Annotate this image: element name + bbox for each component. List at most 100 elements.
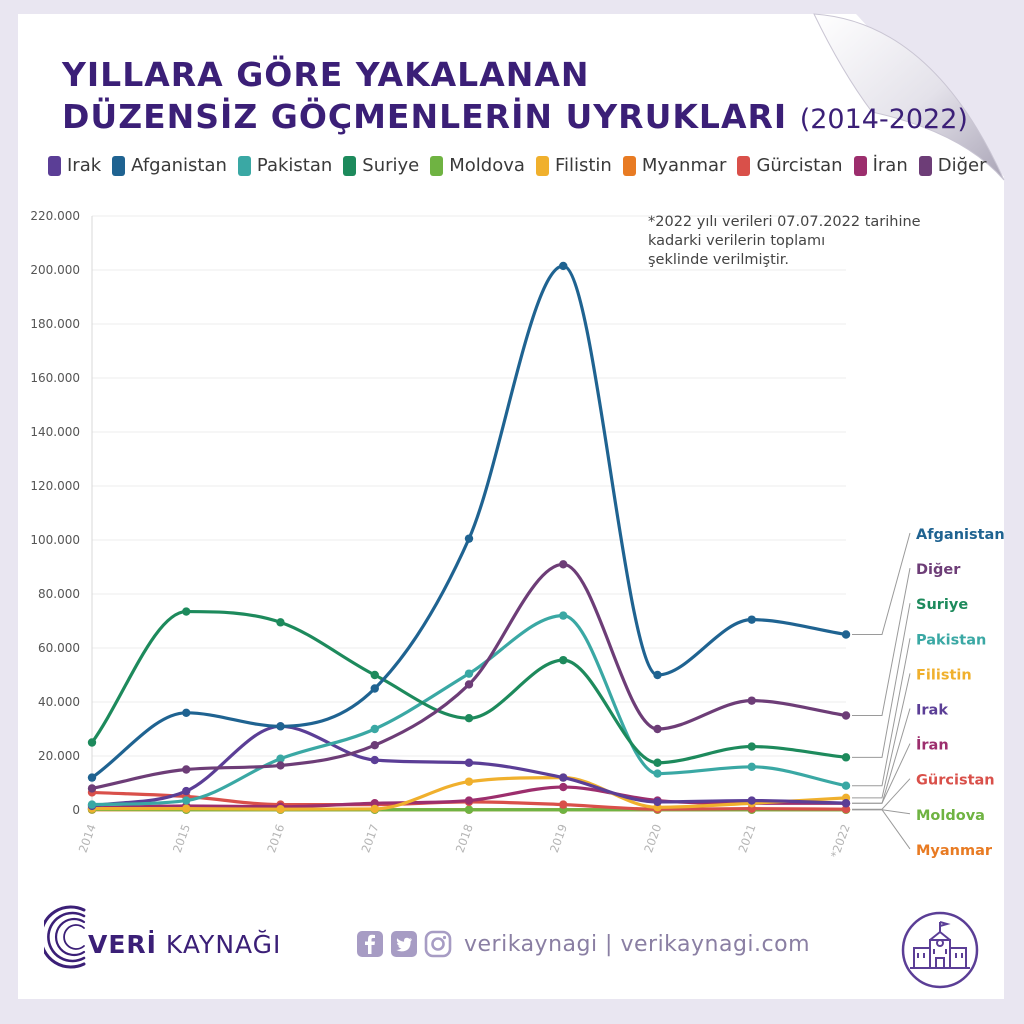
school-building-icon [901, 911, 979, 989]
data-point [653, 758, 662, 767]
y-tick-label: 120.000 [30, 479, 80, 493]
legend-item[interactable]: Gürcistan [737, 155, 843, 176]
legend-label: Myanmar [641, 155, 727, 176]
title-line-1: YILLARA GÖRE YAKALANAN [62, 55, 590, 94]
x-tick-label: 2017 [358, 822, 381, 854]
legend-item[interactable]: Irak [48, 155, 101, 176]
data-point [747, 696, 756, 705]
legend-swatch [853, 155, 867, 176]
x-tick-label: 2020 [641, 822, 664, 854]
series-line [90, 264, 848, 780]
end-label: Filistin [916, 667, 972, 683]
data-point [464, 669, 474, 678]
legend-swatch [237, 155, 251, 176]
data-point [87, 773, 97, 782]
data-point [182, 786, 191, 796]
series-pakistan [87, 611, 851, 809]
data-point [182, 708, 191, 717]
legend-item[interactable]: Pakistan [237, 155, 333, 176]
data-point [464, 680, 474, 689]
data-point [182, 796, 191, 805]
y-tick-label: 160.000 [30, 371, 80, 385]
chart-title: YILLARA GÖRE YAKALANAN DÜZENSİZ GÖÇMENLE… [62, 54, 968, 141]
title-line-2: DÜZENSİZ GÖÇMENLERİN UYRUKLARI [62, 97, 788, 136]
x-tick-label: 2021 [735, 822, 758, 854]
y-tick-label: 100.000 [30, 533, 80, 547]
series-line [90, 562, 848, 790]
data-point [464, 796, 474, 805]
data-point [559, 261, 568, 271]
end-label: Pakistan [916, 632, 986, 648]
y-tick-label: 0 [72, 803, 80, 817]
data-point [464, 534, 474, 543]
leader-line [852, 673, 911, 799]
leader-line [852, 638, 911, 787]
legend-item[interactable]: Moldova [430, 155, 525, 176]
data-point [653, 670, 662, 680]
data-point [841, 799, 851, 808]
data-point [559, 655, 568, 665]
brand-name: VERİ KAYNAĞI [88, 930, 281, 959]
y-tick-label: 60.000 [38, 641, 80, 655]
series-line [90, 724, 848, 808]
data-point [559, 611, 568, 620]
legend-label: Filistin [554, 155, 612, 176]
legend-label: Gürcistan [756, 155, 843, 176]
brand-bold: VERİ [88, 930, 157, 959]
data-point [841, 804, 851, 814]
data-point [747, 615, 756, 624]
y-tick-label: 80.000 [38, 587, 80, 601]
y-axis: 0 20.000 40.000 60.000 80.000 100.000 120.000 1… [30, 209, 80, 817]
leader-line [852, 778, 911, 810]
leader-line [852, 708, 911, 804]
facebook-icon[interactable] [356, 930, 384, 958]
instagram-icon[interactable] [424, 930, 452, 958]
data-point [276, 754, 285, 763]
legend-item[interactable]: İran [853, 155, 908, 176]
brand-rest: KAYNAĞI [156, 930, 282, 959]
data-point [841, 753, 851, 762]
data-point [559, 560, 568, 569]
series-diğer [87, 560, 851, 793]
data-point [747, 796, 756, 805]
legend-item[interactable]: Diğer [918, 155, 987, 176]
y-tick-label: 40.000 [38, 695, 80, 709]
data-point [87, 784, 97, 793]
legend-swatch [622, 155, 636, 176]
end-label: Gürcistan [916, 773, 995, 789]
social-links: verikaynagi | verikaynagi.com [356, 930, 810, 958]
data-point [370, 755, 379, 765]
chart-footnote: *2022 yılı verileri 07.07.2022 tarihine … [648, 214, 921, 268]
series-afganistan [87, 261, 851, 782]
legend-label: Irak [67, 155, 102, 176]
data-point [370, 724, 379, 734]
legend-item[interactable]: Filistin [535, 155, 612, 176]
legend-label: Pakistan [256, 155, 333, 176]
x-tick-label: *2022 [828, 822, 853, 860]
data-point [182, 765, 191, 774]
legend-swatch [48, 155, 61, 176]
legend-item[interactable]: Suriye [343, 155, 419, 176]
end-label: Myanmar [916, 843, 993, 859]
legend-label: Diğer [937, 155, 987, 176]
y-tick-label: 220.000 [30, 209, 80, 223]
end-labels: Afganistan Diğer Suriye Pakistan Filistin Ira… [916, 527, 1005, 859]
legend-item[interactable]: Myanmar [622, 155, 727, 176]
twitter-icon[interactable] [390, 930, 418, 958]
y-tick-label: 180.000 [30, 317, 80, 331]
title-years: (2014-2022) [799, 104, 968, 135]
data-point [841, 781, 851, 790]
data-point [276, 761, 285, 770]
data-point [182, 607, 191, 616]
legend-label: Moldova [449, 155, 525, 176]
data-point [87, 738, 97, 747]
legend-swatch [535, 155, 549, 176]
social-handle[interactable]: verikaynagi | verikaynagi.com [464, 931, 811, 957]
legend-item[interactable]: Afganistan [112, 155, 227, 176]
x-tick-label: 2016 [264, 822, 287, 854]
legend-swatch [737, 155, 751, 176]
x-tick-label: 2014 [76, 822, 99, 854]
leader-line [852, 743, 911, 804]
end-label: Diğer [916, 562, 961, 578]
data-point [559, 800, 568, 809]
